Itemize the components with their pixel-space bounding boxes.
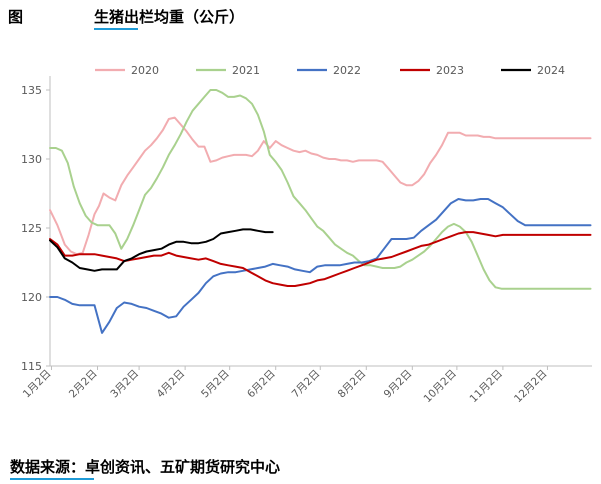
series-line-2023	[49, 231, 592, 287]
legend-label-2024: 2024	[537, 64, 565, 77]
y-tick-label: 135	[21, 84, 42, 97]
x-tick-label: 2月2日	[67, 368, 100, 401]
series-line-2021	[49, 89, 592, 290]
source-underline	[10, 478, 94, 480]
series-line-2024	[49, 228, 274, 272]
legend-label-2020: 2020	[131, 64, 159, 77]
chart-title: 生猪出栏均重（公斤）	[94, 8, 245, 26]
legend-label-2021: 2021	[232, 64, 260, 77]
y-tick-label: 115	[21, 360, 42, 373]
x-tick-label: 3月2日	[108, 368, 141, 401]
x-tick-label: 11月2日	[468, 368, 506, 406]
x-tick-label: 9月2日	[382, 368, 415, 401]
x-tick-label: 10月2日	[421, 368, 459, 406]
x-tick-label: 7月2日	[290, 368, 323, 401]
series-line-2022	[49, 198, 592, 334]
series-line-2020	[49, 116, 592, 256]
x-tick-label: 5月2日	[199, 368, 232, 401]
x-tick-label: 12月2日	[512, 368, 550, 406]
figure-header: 图 生猪出栏均重（公斤）	[8, 6, 588, 30]
figure-label: 图	[8, 8, 24, 26]
x-tick-label: 8月2日	[336, 368, 369, 401]
title-underline	[94, 28, 138, 30]
y-tick-label: 130	[21, 153, 42, 166]
x-tick-label: 6月2日	[245, 368, 278, 401]
y-tick-label: 120	[21, 291, 42, 304]
legend-label-2023: 2023	[436, 64, 464, 77]
legend-label-2022: 2022	[333, 64, 361, 77]
data-source-note: 数据来源：卓创资讯、五矿期货研究中心	[10, 458, 281, 476]
x-tick-label: 4月2日	[154, 368, 187, 401]
y-tick-label: 125	[21, 222, 42, 235]
